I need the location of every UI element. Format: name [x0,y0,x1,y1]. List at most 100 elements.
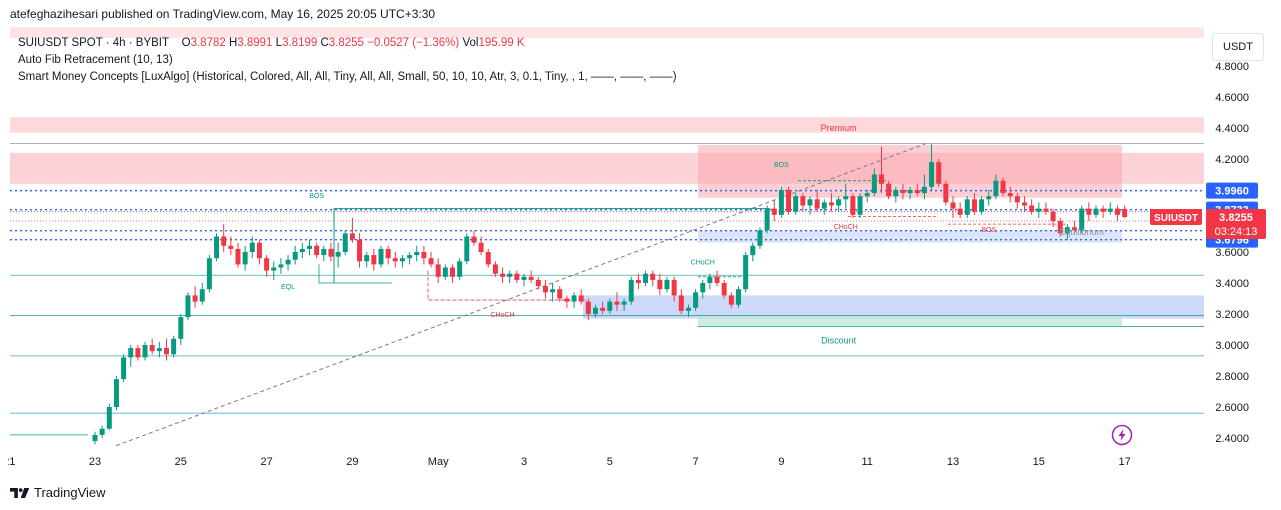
candle-body [600,307,606,311]
candle-body [743,255,749,290]
candle-body [836,199,842,206]
candle-body [1093,208,1099,215]
x-tick-label: 3 [521,456,527,468]
symbol-badge-label: SUIUSDT [1154,213,1198,224]
candle-body [635,279,641,283]
candle-body [957,208,963,215]
footer-brand: TradingView [34,485,106,500]
y-tick-label: 2.4000 [1215,433,1249,445]
current-price-label: 3.8255 [1219,212,1253,224]
y-tick-label: 4.4000 [1215,123,1249,135]
annotation-label: CHoCH [490,312,514,319]
candle-body [264,258,270,271]
legend-ohlc-row: SUIUSDT SPOT · 4h · BYBIT O3.8782 H3.899… [18,35,677,52]
y-tick-label: 3.2000 [1215,309,1249,321]
candle-body [907,190,913,194]
candle-body [514,273,520,280]
candle-body [421,252,427,259]
candle-body [814,199,820,209]
candle-body [457,261,463,277]
eql-structure-line [318,264,392,284]
annotation-label: Discount [821,335,857,345]
currency-button[interactable]: USDT [1212,33,1264,61]
candle-body [879,174,884,184]
candle-body [1057,221,1063,234]
candle-body [156,348,162,352]
candle-body [399,258,405,262]
x-tick-label: 21 [8,456,15,468]
candle-body [1007,193,1013,197]
candle-body [571,295,577,302]
candle-body [850,196,856,215]
flash-icon[interactable] [1111,424,1133,446]
annotation-label: Equilibrium [1059,227,1104,237]
candle-body [314,245,320,256]
legend-high-value: 3.8991 [237,37,273,49]
candle-body [1107,208,1113,212]
candle-body [828,202,834,206]
candle-body [292,252,298,260]
candle-body [921,186,927,194]
legend-symbol[interactable]: SUIUSDT SPOT · 4h · BYBIT [18,37,169,49]
candle-body [971,199,977,212]
candle-body [564,298,570,302]
fib-diagonal-line [115,143,927,447]
bos-structure-line [333,208,770,283]
candle-body [1079,208,1085,231]
candle-body [700,283,706,293]
candle-body [707,276,713,283]
x-tick-label: 25 [175,456,187,468]
legend: SUIUSDT SPOT · 4h · BYBIT O3.8782 H3.899… [18,35,677,86]
x-tick-label: 9 [778,456,784,468]
candle-body [242,252,248,265]
candle-body [1064,227,1070,234]
candle-body [771,208,777,215]
candle-body [106,407,112,429]
candle-body [507,273,513,277]
candle-body [335,252,341,257]
candle-body [864,193,870,197]
annotation-label: BOS [981,227,996,234]
legend-indicator-fib[interactable]: Auto Fib Retracement (10, 13) [18,54,173,66]
x-tick-label: May [428,456,449,468]
candle-body [228,245,234,249]
candle-body [986,196,992,200]
current-price-badge [1206,209,1266,240]
candle-body [328,248,334,257]
publish-line: atefeghazihesari published on TradingVie… [10,7,436,21]
candle-body [593,307,598,314]
annotation-label: BOS [309,193,324,200]
candle-body [550,289,556,293]
legend-indicator-smc[interactable]: Smart Money Concepts [LuxAlgo] (Historic… [18,71,677,83]
level-price-badge [1206,182,1258,199]
symbol-badge [1150,209,1202,226]
discount-zone [698,317,1122,327]
candle-body [185,295,191,318]
candle-body [535,279,541,287]
candle-body [435,264,441,277]
candle-body [585,301,591,314]
tradingview-logo-icon [10,487,30,498]
candle-body [99,428,105,435]
candle-body [385,248,391,259]
candle-body [249,242,255,252]
price-axis-bg [1204,27,1272,473]
candle-body [843,196,849,200]
legend-change: −0.0527 (−1.36%) [367,37,460,49]
countdown-label: 03:24:13 [1215,226,1258,238]
candle-body [528,276,534,280]
candle-body [271,267,277,271]
candle-body [299,248,305,252]
candle-body [206,258,212,290]
candle-body [821,202,827,209]
x-tick-label: 11 [861,456,872,468]
candle-body [693,292,699,308]
candle-body [392,258,398,262]
price-chart[interactable]: Premium Discount BOS BOS BOS CHoCH CHoCH CHoCH E… [8,27,1272,473]
candle-body [121,357,127,380]
chart-frame[interactable]: Premium Discount BOS BOS BOS CHoCH CHoCH CHoCH E… [8,27,1272,473]
candle-body [149,345,155,352]
candle-body [1043,208,1049,212]
candle-body [1100,208,1106,212]
x-tick-label: 15 [1033,456,1045,468]
